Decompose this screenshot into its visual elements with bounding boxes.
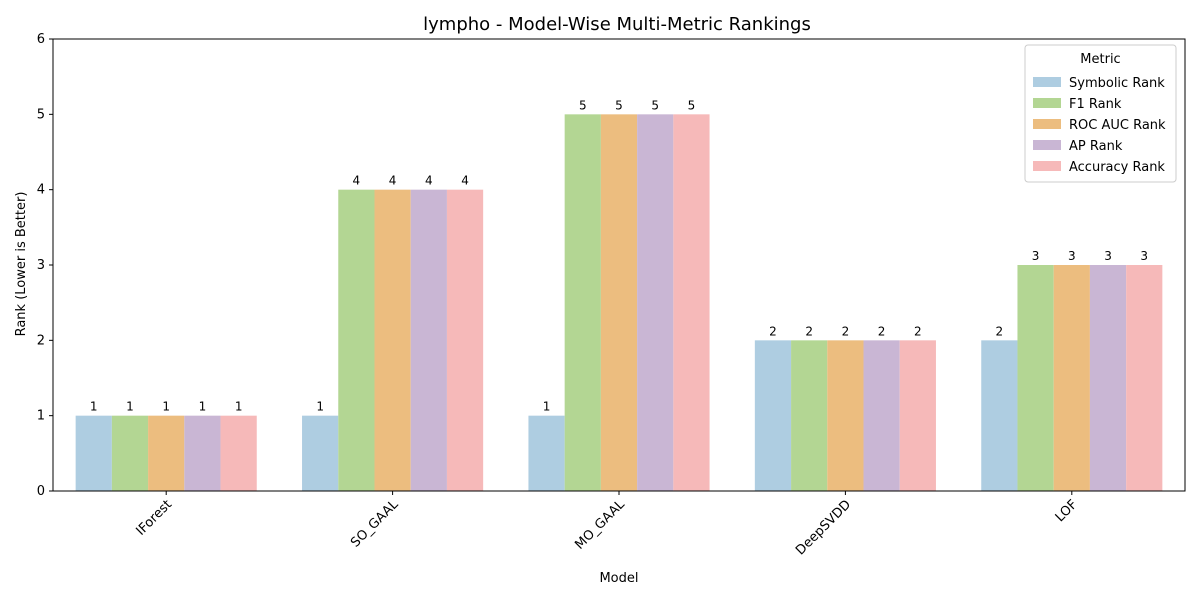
legend-swatch — [1033, 161, 1061, 171]
data-label: 1 — [199, 400, 207, 414]
chart-title: lympho - Model-Wise Multi-Metric Ranking… — [423, 14, 811, 35]
legend-swatch — [1033, 140, 1061, 150]
data-label: 2 — [996, 324, 1004, 338]
data-label: 5 — [651, 98, 659, 112]
data-label: 3 — [1032, 249, 1040, 263]
data-label: 1 — [90, 400, 98, 414]
data-label: 2 — [769, 324, 777, 338]
data-label: 4 — [353, 174, 361, 188]
legend-entry-label: Symbolic Rank — [1069, 76, 1165, 91]
data-label: 4 — [389, 174, 397, 188]
bar-deepsvdd-f1-rank — [791, 340, 828, 491]
bar-lof-f1-rank — [1017, 265, 1054, 491]
y-tick-label: 4 — [37, 183, 45, 198]
data-label: 3 — [1104, 249, 1112, 263]
data-label: 5 — [688, 98, 696, 112]
data-label: 4 — [461, 174, 469, 188]
y-tick-label: 1 — [37, 409, 45, 424]
bar-deepsvdd-accuracy-rank — [899, 340, 936, 491]
y-tick-label: 5 — [37, 107, 45, 122]
x-tick-label: IForest — [133, 497, 175, 539]
bar-so-gaal-roc-auc-rank — [374, 189, 411, 491]
bar-so-gaal-accuracy-rank — [446, 189, 484, 491]
data-labels-layer: 1 1 1 2 2 1 4 5 2 3 1 4 5 2 3 1 4 5 2 3 1 4 5 2 3 — [90, 98, 1148, 413]
data-label: 3 — [1068, 249, 1076, 263]
legend-entry-label: Accuracy Rank — [1069, 160, 1165, 175]
legend-title: Metric — [1080, 52, 1120, 67]
data-label: 1 — [316, 400, 324, 414]
legend-swatch — [1033, 119, 1061, 129]
x-tick-label: SO_GAAL — [348, 497, 402, 551]
legend-swatch — [1033, 77, 1061, 87]
bar-iforest-roc-auc-rank — [148, 415, 185, 491]
y-tick-label: 3 — [37, 258, 45, 273]
data-label: 5 — [615, 98, 623, 112]
data-label: 5 — [579, 98, 587, 112]
data-label: 2 — [878, 324, 886, 338]
data-label: 1 — [126, 400, 134, 414]
y-tick-label: 6 — [37, 32, 45, 47]
bar-mo-gaal-symbolic-rank — [528, 415, 565, 491]
bar-mo-gaal-roc-auc-rank — [600, 114, 638, 491]
y-tick-label: 2 — [37, 333, 45, 348]
bar-iforest-ap-rank — [184, 415, 221, 491]
legend-entry-label: AP Rank — [1069, 139, 1123, 154]
x-axis-label: Model — [599, 571, 638, 586]
legend-box — [1024, 44, 1177, 183]
bar-deepsvdd-symbolic-rank — [754, 340, 792, 491]
y-tick-label: 0 — [37, 484, 45, 499]
data-label: 2 — [805, 324, 813, 338]
bar-so-gaal-ap-rank — [410, 189, 447, 491]
bar-lof-ap-rank — [1089, 265, 1127, 491]
bar-mo-gaal-ap-rank — [637, 114, 674, 491]
data-label: 2 — [914, 324, 922, 338]
legend-swatch — [1033, 98, 1061, 108]
bar-deepsvdd-roc-auc-rank — [827, 340, 864, 491]
x-tick-label: MO_GAAL — [572, 497, 628, 553]
data-label: 2 — [842, 324, 850, 338]
bar-so-gaal-symbolic-rank — [302, 415, 339, 491]
bar-lof-roc-auc-rank — [1053, 265, 1090, 491]
bar-lof-accuracy-rank — [1126, 265, 1163, 491]
data-label: 1 — [543, 400, 551, 414]
legend-entry-label: ROC AUC Rank — [1069, 118, 1166, 133]
bar-so-gaal-f1-rank — [338, 189, 375, 491]
y-axis-label: Rank (Lower is Better) — [14, 192, 29, 337]
bar-deepsvdd-ap-rank — [863, 340, 900, 491]
bar-mo-gaal-f1-rank — [564, 114, 601, 491]
bar-iforest-accuracy-rank — [220, 415, 257, 491]
data-label: 1 — [162, 400, 170, 414]
legend-entry-label: F1 Rank — [1069, 97, 1122, 112]
bar-mo-gaal-accuracy-rank — [673, 114, 710, 491]
bars-layer — [75, 114, 1163, 491]
data-label: 1 — [235, 400, 243, 414]
bar-iforest-symbolic-rank — [75, 415, 112, 491]
bar-iforest-f1-rank — [111, 415, 149, 491]
bar-lof-symbolic-rank — [981, 340, 1018, 491]
x-tick-label: LOF — [1053, 497, 1081, 525]
legend: Metric Symbolic Rank F1 Rank ROC AUC Rank AP… — [1024, 44, 1177, 183]
data-label: 4 — [425, 174, 433, 188]
data-label: 3 — [1140, 249, 1148, 263]
x-tick-label: DeepSVDD — [793, 497, 854, 558]
